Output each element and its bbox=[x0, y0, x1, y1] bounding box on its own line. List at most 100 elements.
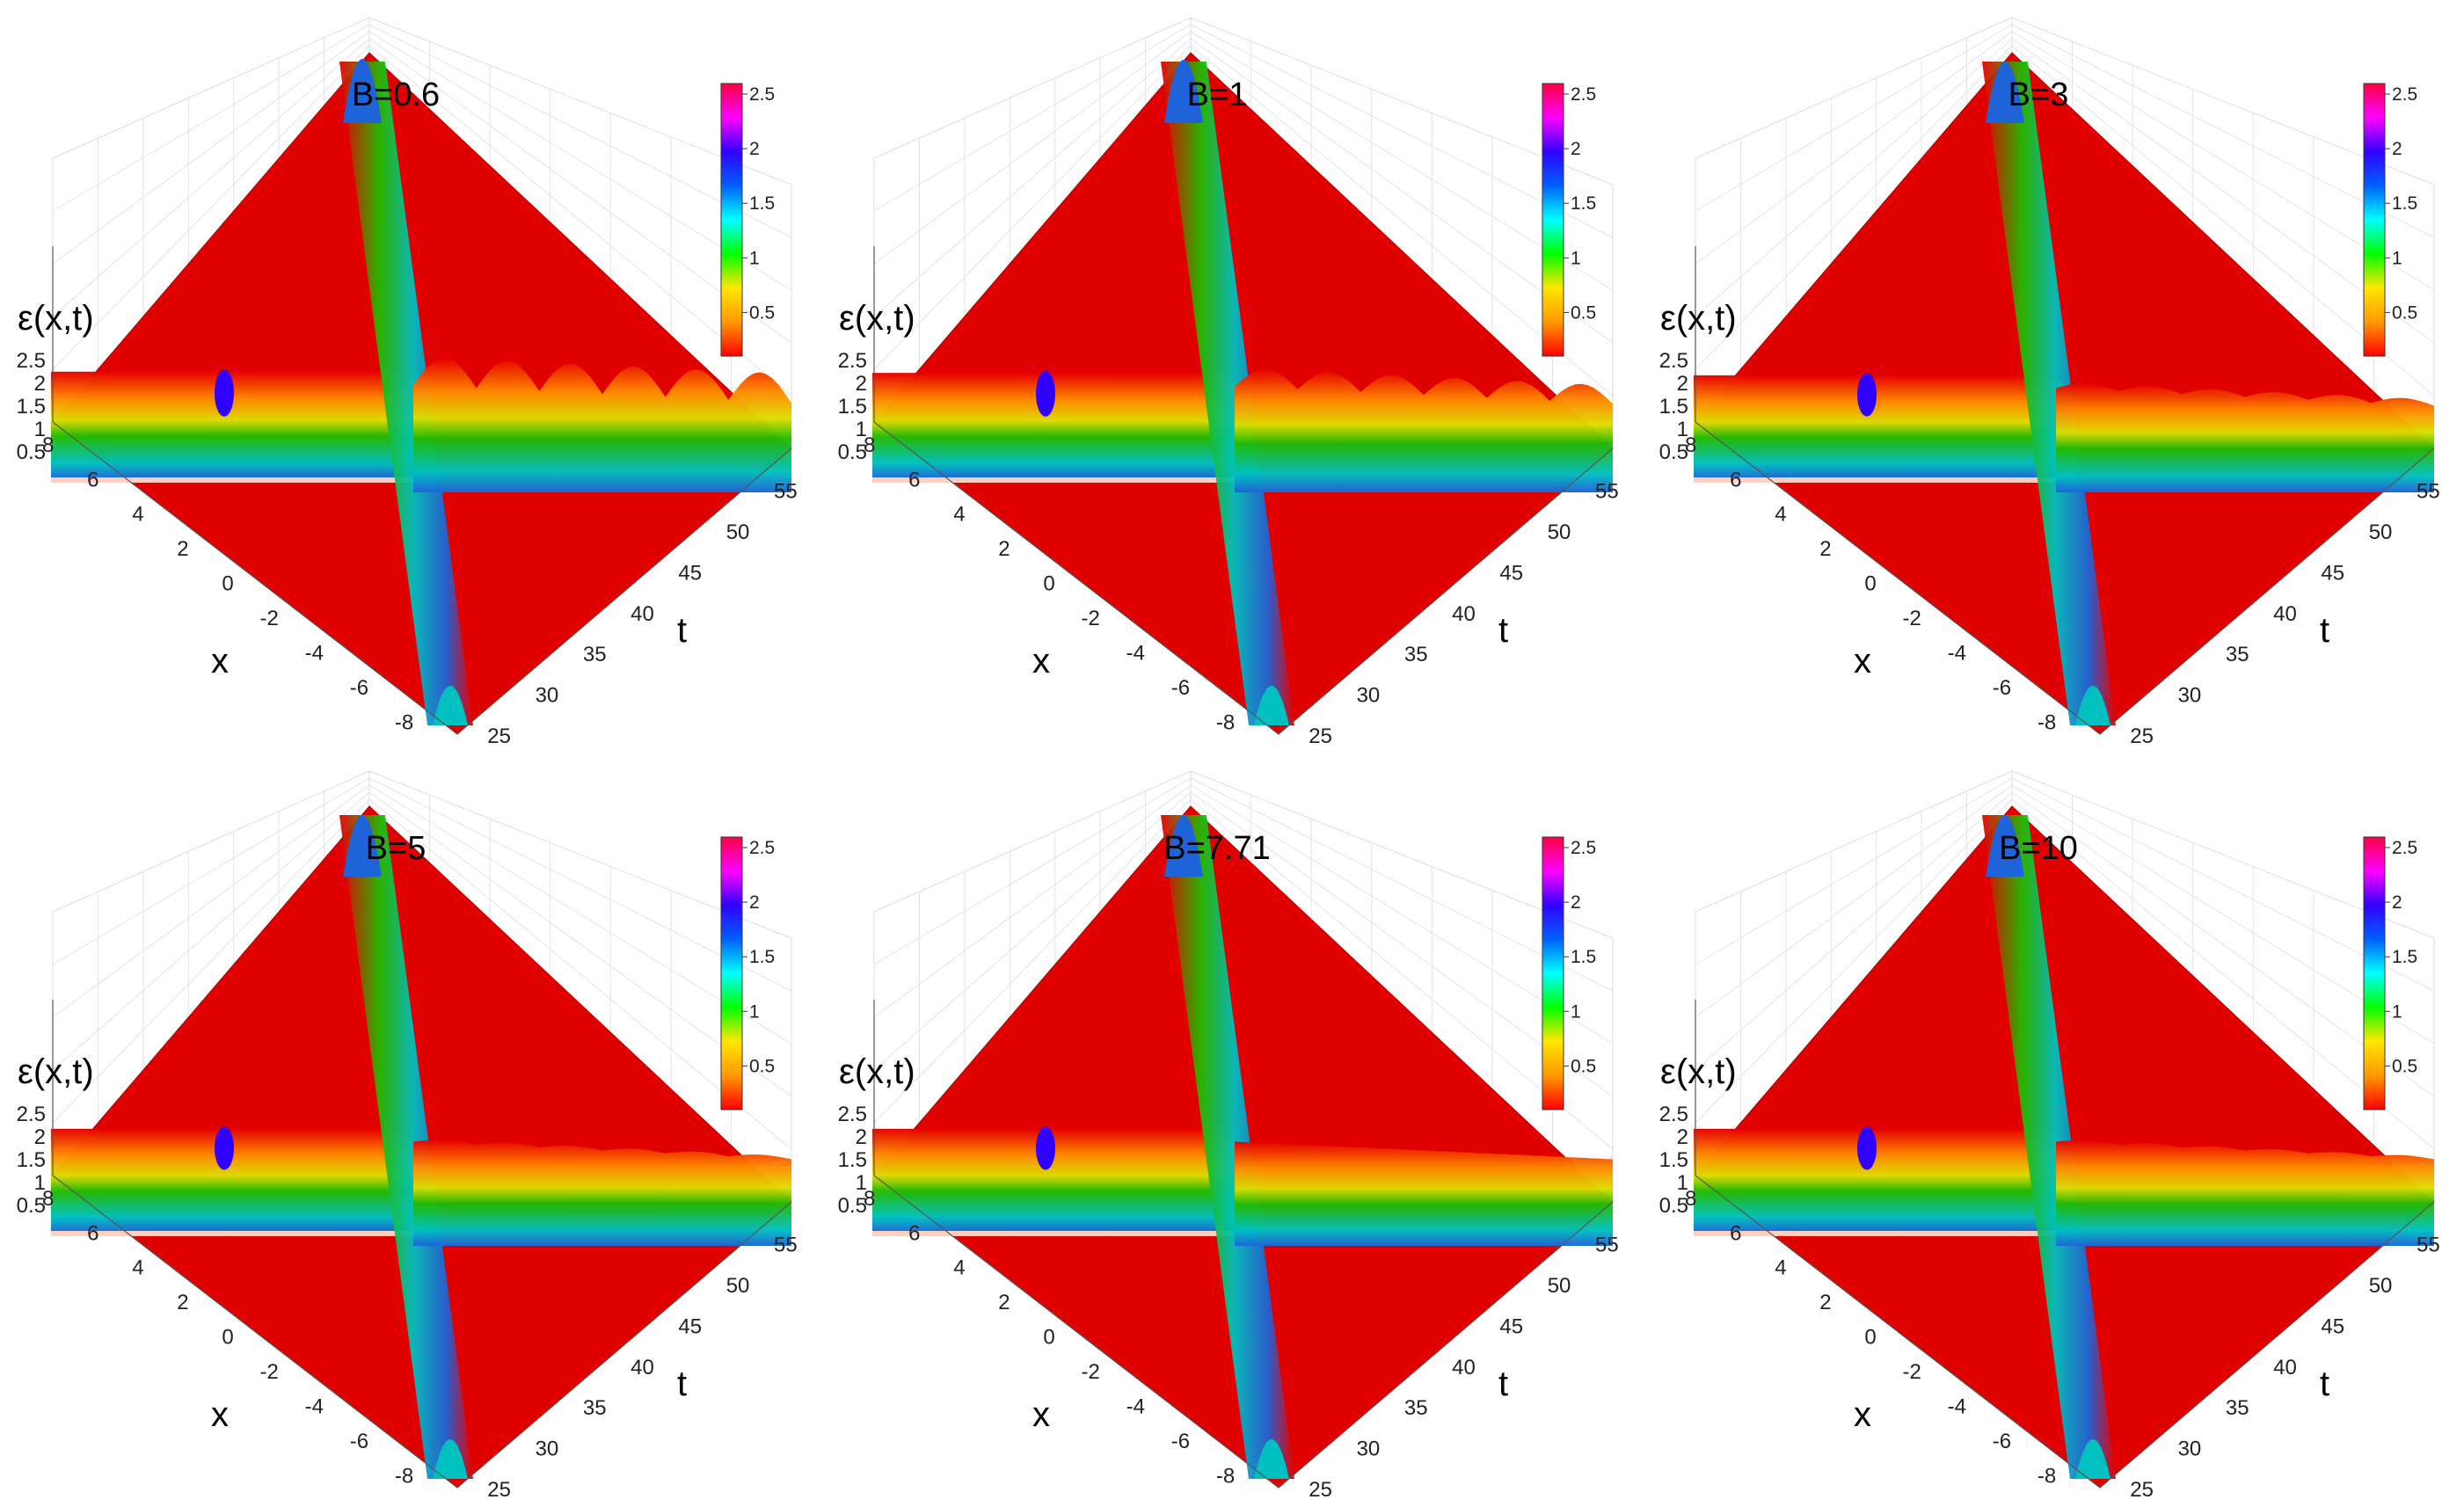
plot-title: B=1 bbox=[1187, 76, 1248, 113]
x-tick-label: 8 bbox=[42, 1187, 54, 1211]
collision-peak bbox=[1857, 373, 1877, 417]
x-tick-label: -2 bbox=[260, 607, 279, 630]
z-axis-label: ε(x,t) bbox=[839, 1052, 915, 1091]
x-axis-line bbox=[873, 1175, 1279, 1489]
t-tick-label: 30 bbox=[1357, 684, 1381, 708]
x-tick-label: 0 bbox=[1864, 1326, 1876, 1350]
t-axis-label: t bbox=[1498, 611, 1508, 650]
z-tick-label: 0.5 bbox=[838, 1194, 867, 1218]
z-axis-label: ε(x,t) bbox=[1660, 1052, 1737, 1091]
t-tick-label: 35 bbox=[583, 643, 607, 666]
t-tick-label: 45 bbox=[678, 561, 702, 585]
t-tick-label: 50 bbox=[1548, 521, 1571, 544]
x-tick-label: -6 bbox=[350, 1430, 368, 1453]
colorbar-tick-label: 1 bbox=[749, 1001, 760, 1022]
z-tick-label: 1.5 bbox=[1659, 395, 1688, 419]
diagonal-soliton-ridge bbox=[1982, 815, 2116, 1479]
z-tick-label: 2.5 bbox=[1659, 1103, 1688, 1126]
x-tick-label: 6 bbox=[1730, 468, 1741, 491]
bottom-soliton-peak bbox=[2075, 686, 2110, 725]
diagonal-soliton-ridge bbox=[339, 62, 473, 725]
colorbar-tick-label: 2.5 bbox=[2392, 838, 2417, 858]
soliton-train bbox=[2056, 1140, 2434, 1246]
z-tick-label: 1 bbox=[34, 418, 46, 441]
colorbar-tick-label: 1.5 bbox=[749, 193, 775, 214]
soliton-train bbox=[2056, 383, 2434, 492]
colorbar-tick-label: 2.5 bbox=[2392, 84, 2417, 105]
x-axis-label: x bbox=[211, 642, 229, 681]
plot-title: B=0.6 bbox=[352, 76, 440, 113]
plot-title: B=7.71 bbox=[1163, 830, 1271, 867]
x-tick-label: 4 bbox=[953, 503, 965, 527]
surface-panel: B=1 ε(x,t) 2.5 2 1.5 1 0.5 8 6 4 2 0 -2 -4 -6 -8 x 25 30 35… bbox=[821, 0, 1643, 754]
t-tick-label: 35 bbox=[1404, 1396, 1428, 1420]
t-tick-label: 50 bbox=[2369, 1274, 2393, 1298]
t-tick-label: 25 bbox=[2130, 724, 2154, 748]
x-tick-label: -6 bbox=[1993, 1430, 2011, 1453]
t-tick-label: 55 bbox=[774, 480, 798, 504]
plot-title: B=10 bbox=[1999, 830, 2078, 867]
t-tick-label: 45 bbox=[2321, 1314, 2344, 1338]
t-axis-line bbox=[2099, 1201, 2435, 1489]
t-tick-label: 40 bbox=[1452, 602, 1476, 626]
top-soliton-peak bbox=[343, 59, 382, 123]
x-axis-label: x bbox=[1854, 642, 1871, 681]
x-tick-label: 4 bbox=[132, 1256, 143, 1280]
z-axis-label: ε(x,t) bbox=[18, 1052, 94, 1091]
t-tick-label: 25 bbox=[1309, 724, 1332, 748]
collision-peak bbox=[1036, 1126, 1055, 1170]
t-tick-label: 25 bbox=[1309, 1478, 1332, 1502]
colorbar-tick-label: 2.5 bbox=[1571, 84, 1596, 105]
collision-peak bbox=[1036, 370, 1055, 417]
x-tick-label: 8 bbox=[42, 433, 54, 457]
collision-peak bbox=[215, 1126, 234, 1170]
x-soliton-highlight bbox=[872, 477, 1242, 483]
x-tick-label: -8 bbox=[1216, 1464, 1235, 1488]
t-axis-line bbox=[1278, 448, 1614, 735]
x-tick-label: 6 bbox=[1730, 1221, 1741, 1245]
x-tick-label: -2 bbox=[1903, 607, 1921, 630]
t-tick-label: 50 bbox=[2369, 521, 2393, 544]
t-tick-label: 40 bbox=[631, 1356, 654, 1380]
t-tick-label: 45 bbox=[1499, 1314, 1523, 1338]
t-tick-label: 55 bbox=[1595, 480, 1619, 504]
x-axis-label: x bbox=[1854, 1395, 1871, 1434]
x-tick-label: 4 bbox=[1775, 503, 1786, 527]
z-tick-label: 0.5 bbox=[838, 440, 867, 464]
colorbar-tick-label: 1.5 bbox=[749, 947, 775, 967]
t-axis-label: t bbox=[677, 611, 687, 650]
x-soliton-highlight bbox=[51, 1231, 420, 1236]
x-soliton-ridge bbox=[51, 371, 420, 479]
z-tick-label: 2.5 bbox=[838, 1103, 867, 1126]
x-tick-label: 2 bbox=[998, 1291, 1010, 1314]
t-tick-label: 40 bbox=[2273, 1356, 2297, 1380]
x-tick-label: 6 bbox=[87, 1221, 98, 1245]
t-tick-label: 30 bbox=[1357, 1438, 1381, 1461]
colorbar-tick-label: 2 bbox=[749, 892, 760, 913]
colorbar-tick-label: 1 bbox=[1571, 248, 1581, 268]
z-tick-label: 2 bbox=[856, 372, 867, 396]
x-tick-label: 2 bbox=[177, 537, 188, 561]
surface-plot: B=5ε(x,t)2.521.510.586420-2-4-6-8x253035… bbox=[17, 770, 798, 1502]
colorbar bbox=[2363, 836, 2386, 1110]
z-tick-label: 1 bbox=[1677, 1171, 1688, 1195]
x-tick-label: -6 bbox=[1171, 1430, 1190, 1453]
top-soliton-peak bbox=[343, 815, 382, 877]
colorbar-tick-label: 1 bbox=[749, 248, 760, 268]
x-tick-label: 8 bbox=[1685, 1187, 1696, 1211]
x-soliton-ridge bbox=[1694, 375, 2063, 479]
x-tick-label: -6 bbox=[350, 676, 368, 700]
z-tick-label: 2.5 bbox=[1659, 349, 1688, 373]
top-soliton-peak bbox=[1164, 60, 1203, 123]
x-tick-label: 0 bbox=[1864, 572, 1876, 596]
x-soliton-highlight bbox=[51, 477, 420, 483]
colorbar-tick-label: 1 bbox=[2392, 248, 2402, 268]
x-axis-label: x bbox=[1032, 1395, 1050, 1434]
colorbar bbox=[2363, 83, 2386, 357]
colorbar-tick-label: 1.5 bbox=[1571, 947, 1596, 967]
x-tick-label: -2 bbox=[1903, 1360, 1921, 1384]
collision-peak bbox=[215, 369, 234, 417]
t-axis-line bbox=[456, 448, 792, 735]
x-soliton-highlight bbox=[872, 1231, 1242, 1236]
t-tick-label: 35 bbox=[2226, 643, 2249, 666]
